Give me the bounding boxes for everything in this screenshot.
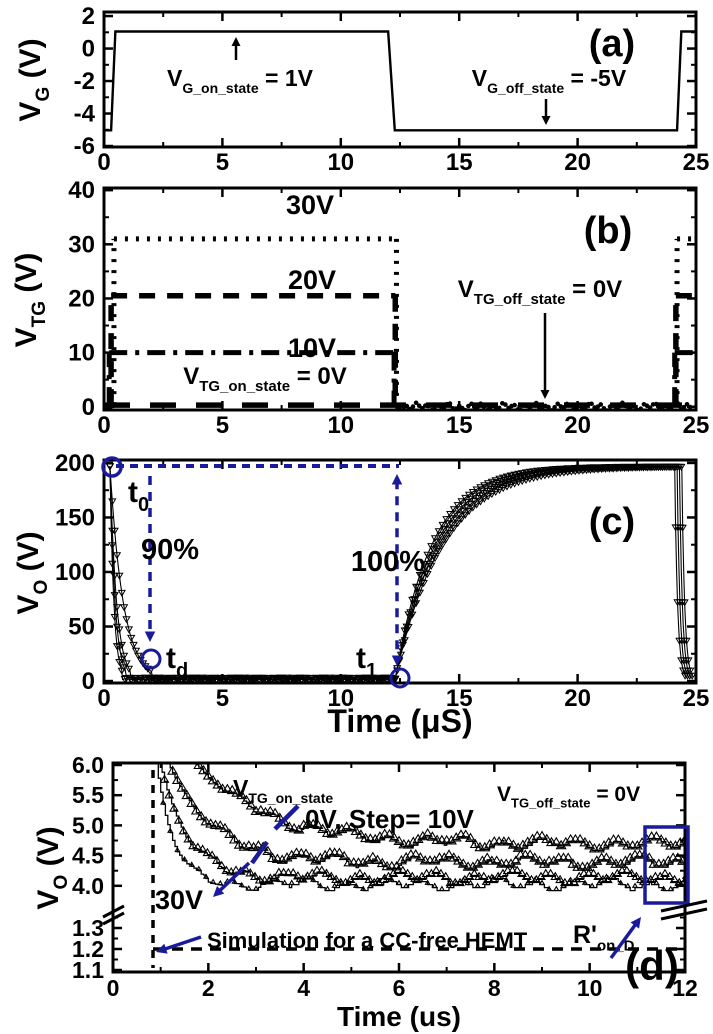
- panel-d-series: [154, 763, 685, 892]
- svg-text:t0: t0: [128, 476, 149, 516]
- svg-text:25: 25: [683, 412, 710, 439]
- svg-text:12: 12: [672, 975, 698, 1001]
- panel-b-axes: 0 5 10 15 20 25 0 10 20 30 40 VTG (V) (b): [10, 177, 709, 439]
- svg-text:25: 25: [683, 685, 710, 712]
- svg-text:0: 0: [97, 412, 110, 439]
- svg-text:5.5: 5.5: [72, 782, 104, 808]
- svg-text:VG (V): VG (V): [14, 38, 54, 121]
- svg-text:40: 40: [68, 177, 95, 204]
- svg-text:4: 4: [297, 975, 310, 1001]
- svg-text:Time (μS): Time (μS): [327, 703, 472, 739]
- svg-text:15: 15: [446, 412, 473, 439]
- svg-text:-4: -4: [74, 101, 96, 128]
- svg-text:200: 200: [55, 450, 95, 477]
- svg-text:(b): (b): [584, 210, 633, 252]
- svg-text:90%: 90%: [141, 534, 199, 566]
- svg-text:100%: 100%: [351, 546, 425, 578]
- svg-text:0: 0: [82, 36, 95, 63]
- svg-text:15: 15: [446, 685, 473, 712]
- svg-text:5: 5: [216, 412, 229, 439]
- svg-text:8: 8: [488, 975, 501, 1001]
- svg-text:10V: 10V: [288, 333, 336, 363]
- panel-c-annotations: t0 td t1 90% 100%: [101, 456, 425, 689]
- svg-text:VTG (V): VTG (V): [10, 253, 50, 348]
- svg-text:10: 10: [327, 149, 354, 176]
- svg-text:VTG_off_state = 0V: VTG_off_state = 0V: [458, 276, 622, 308]
- svg-text:4.0: 4.0: [72, 873, 104, 899]
- svg-text:100: 100: [55, 559, 95, 586]
- svg-text:5: 5: [216, 149, 229, 176]
- svg-text:4.5: 4.5: [72, 843, 104, 869]
- svg-text:20: 20: [564, 149, 591, 176]
- svg-text:20V: 20V: [288, 265, 336, 295]
- svg-text:20: 20: [564, 685, 591, 712]
- panel-c-axes: 0 5 10 15 20 25 0 50 100 150 200 VO (V) Time (μS) (c): [12, 450, 709, 739]
- svg-text:150: 150: [55, 504, 95, 531]
- svg-text:-2: -2: [74, 68, 95, 95]
- svg-text:R'on_D: R'on_D: [573, 921, 635, 955]
- svg-text:10: 10: [327, 412, 354, 439]
- panel-c-series: [105, 463, 696, 683]
- svg-text:30: 30: [68, 231, 95, 258]
- svg-text:VG_on_state = 1V: VG_on_state = 1V: [167, 65, 314, 96]
- svg-text:1.1: 1.1: [72, 957, 104, 983]
- svg-text:0: 0: [97, 149, 110, 176]
- svg-text:Time (us): Time (us): [337, 1001, 461, 1032]
- svg-text:VTG_on_state = 0V: VTG_on_state = 0V: [183, 363, 347, 395]
- svg-text:5: 5: [216, 685, 229, 712]
- svg-text:1.2: 1.2: [72, 936, 104, 962]
- svg-text:20: 20: [68, 285, 95, 312]
- svg-text:2: 2: [202, 975, 215, 1001]
- svg-text:VO (V): VO (V): [32, 826, 72, 909]
- svg-text:2: 2: [82, 3, 95, 30]
- svg-text:10: 10: [577, 975, 603, 1001]
- svg-text:0V, Step= 10V: 0V, Step= 10V: [305, 804, 475, 834]
- svg-text:6.0: 6.0: [72, 752, 104, 778]
- svg-text:1.3: 1.3: [72, 915, 104, 941]
- svg-text:VG_off_state = -5V: VG_off_state = -5V: [472, 65, 627, 96]
- panel-d-axes: 0 2 4 6 8 10 12 6.0 5.5 5.0 4.5 4.0 1.31.21.1 VO (V) T…: [32, 752, 698, 1032]
- svg-text:0: 0: [97, 685, 110, 712]
- svg-text:0: 0: [82, 668, 95, 695]
- svg-text:50: 50: [68, 614, 95, 641]
- svg-text:Simulation for a CC-free HEMT: Simulation for a CC-free HEMT: [207, 928, 528, 953]
- svg-text:10: 10: [327, 685, 354, 712]
- svg-text:(a): (a): [589, 23, 635, 65]
- panel-a-annotations: VG_on_state = 1V VG_off_state = -5V: [167, 37, 627, 125]
- svg-text:0: 0: [107, 975, 120, 1001]
- svg-text:VTG_off_state = 0V: VTG_off_state = 0V: [497, 783, 640, 810]
- svg-text:-6: -6: [74, 133, 95, 160]
- svg-text:10: 10: [68, 340, 95, 367]
- svg-text:td: td: [166, 642, 188, 682]
- svg-text:20: 20: [564, 412, 591, 439]
- svg-text:6: 6: [393, 975, 406, 1001]
- svg-text:(c): (c): [589, 501, 635, 543]
- svg-text:0: 0: [82, 394, 95, 421]
- svg-text:t1: t1: [356, 642, 377, 682]
- svg-text:15: 15: [446, 149, 473, 176]
- svg-text:25: 25: [683, 149, 710, 176]
- svg-text:30V: 30V: [155, 885, 203, 915]
- svg-text:30V: 30V: [286, 190, 334, 220]
- svg-text:VO (V): VO (V): [12, 531, 52, 614]
- svg-text:VTG_on_state: VTG_on_state: [233, 775, 333, 806]
- svg-text:5.0: 5.0: [72, 812, 104, 838]
